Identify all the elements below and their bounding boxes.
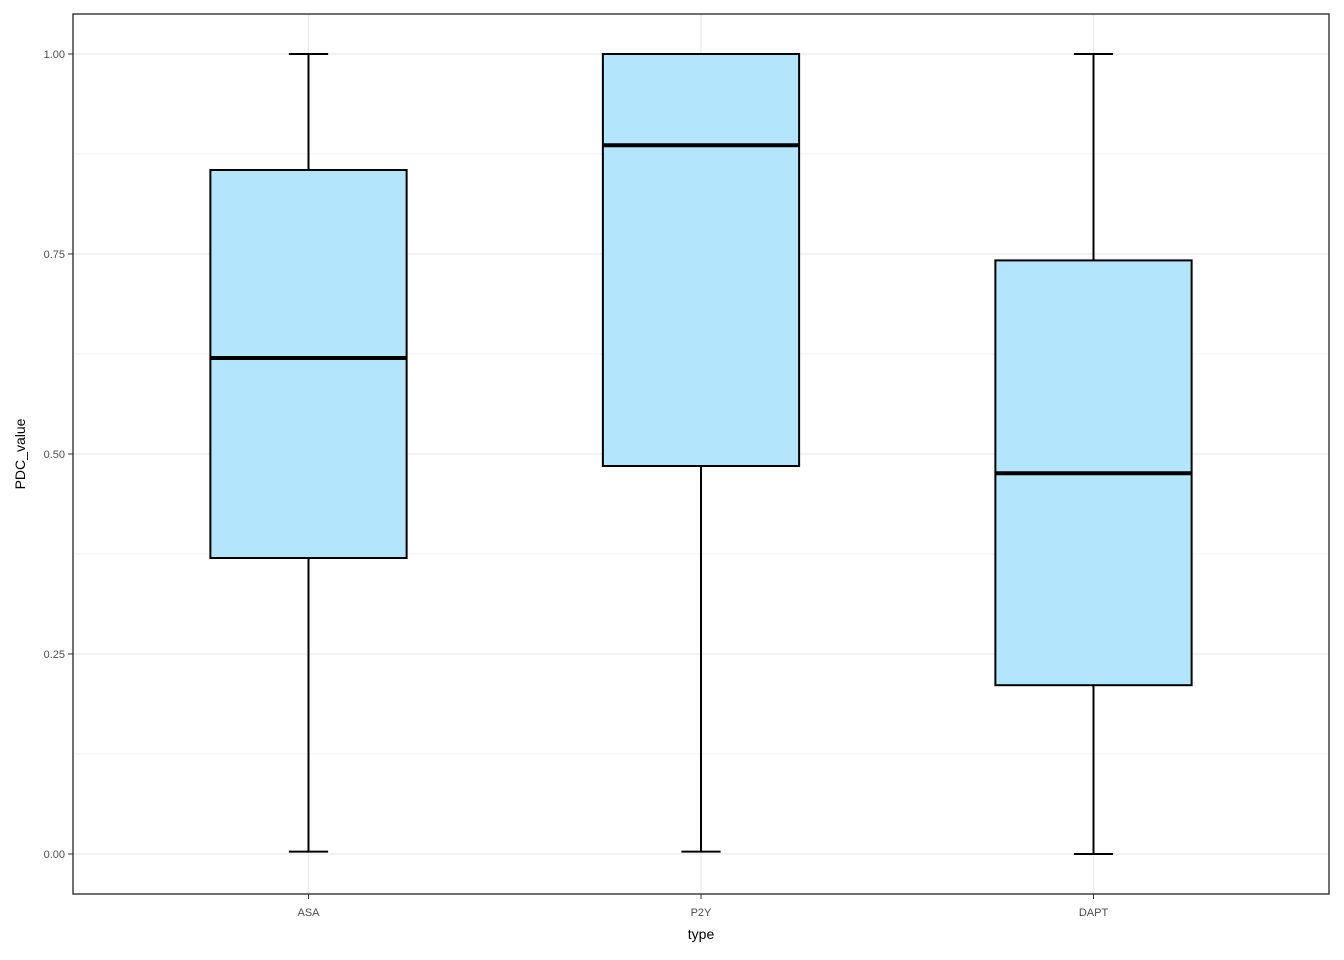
x-axis-title: type: [688, 926, 715, 942]
x-tick-label: DAPT: [1079, 907, 1109, 919]
y-tick-label: 1.00: [44, 49, 65, 61]
box-iqr: [209, 169, 408, 559]
box-iqr: [601, 53, 801, 467]
box-series: [209, 53, 1193, 855]
x-tick-label: P2Y: [691, 907, 712, 919]
y-tick-label: 0.75: [44, 249, 65, 261]
box-dapt: [994, 53, 1193, 855]
x-tick-label: ASA: [297, 907, 320, 919]
y-tick-label: 0.00: [44, 849, 65, 861]
axes: 0.00 0.25 0.50 0.75 1.00 ASA P2Y DAPT: [44, 49, 1109, 919]
box-asa: [209, 53, 408, 853]
y-axis-title: PDC_value: [12, 418, 28, 489]
y-tick-label: 0.25: [44, 649, 65, 661]
y-tick-label: 0.50: [44, 449, 65, 461]
box-p2y: [601, 53, 801, 853]
